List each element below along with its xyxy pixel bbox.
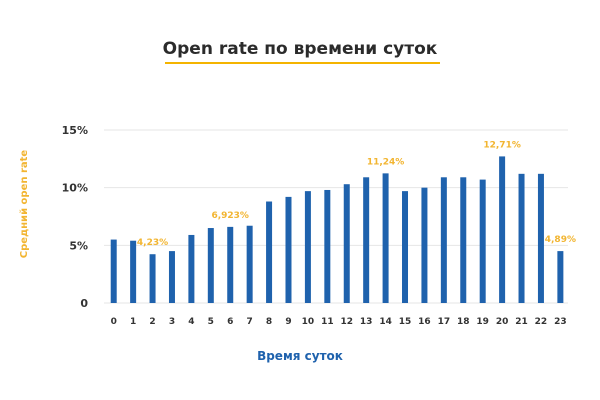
bars — [110, 156, 564, 303]
x-tick-label: 10 — [302, 317, 315, 327]
data-label: 4,23% — [137, 238, 168, 248]
x-tick-label: 15 — [399, 317, 412, 327]
bar — [227, 226, 234, 303]
bar — [402, 191, 409, 303]
x-tick-label: 1 — [130, 317, 136, 327]
x-tick-label: 9 — [285, 317, 291, 327]
x-tick-label: 20 — [496, 317, 509, 327]
bar — [110, 239, 117, 303]
x-tick-label: 21 — [515, 317, 528, 327]
bar — [557, 251, 564, 303]
data-label: 11,24% — [367, 157, 405, 167]
bar — [266, 201, 273, 303]
x-axis-label: Время суток — [257, 349, 343, 363]
bar — [304, 191, 311, 303]
x-tick-label: 7 — [247, 317, 253, 327]
grid-lines — [104, 129, 568, 304]
bar — [382, 173, 389, 303]
data-label: 6,923% — [211, 211, 249, 221]
y-axis-label: Средний open rate — [19, 150, 30, 259]
bar — [440, 177, 447, 303]
bar — [207, 228, 214, 303]
x-tick-label: 0 — [111, 317, 117, 327]
y-tick-labels: 0 5% 10% 15% — [62, 124, 89, 310]
bar — [460, 177, 467, 303]
bar — [324, 189, 331, 303]
x-tick-label: 8 — [266, 317, 272, 327]
x-tick-label: 16 — [418, 317, 431, 327]
bar — [479, 179, 486, 303]
bar — [343, 184, 350, 303]
chart-title: Open rate по времени суток — [163, 39, 438, 59]
bar — [499, 156, 506, 303]
bar — [537, 173, 544, 303]
x-tick-label: 11 — [321, 317, 334, 327]
x-tick-label: 22 — [535, 317, 548, 327]
bar — [421, 187, 428, 303]
bar — [130, 240, 137, 303]
x-tick-label: 12 — [340, 317, 353, 327]
x-tick-label: 3 — [169, 317, 175, 327]
x-tick-label: 5 — [208, 317, 214, 327]
bar — [188, 234, 195, 303]
x-tick-label: 2 — [149, 317, 155, 327]
x-tick-label: 18 — [457, 317, 470, 327]
y-tick-label: 5% — [69, 239, 88, 252]
x-tick-label: 23 — [554, 317, 567, 327]
x-tick-label: 6 — [227, 317, 233, 327]
data-labels: 4,23% 6,923% 11,24% 12,71% 4,89% — [137, 140, 576, 248]
x-tick-labels: 0 1 2 3 4 5 6 7 8 9 10 11 12 13 14 15 16 17 18 19 20 21 22 23 — [111, 317, 567, 327]
y-tick-label: 10% — [62, 182, 88, 195]
data-label: 12,71% — [483, 140, 521, 150]
x-tick-label: 13 — [360, 317, 373, 327]
bar — [168, 251, 175, 303]
y-tick-label: 0 — [80, 297, 88, 310]
y-tick-label: 15% — [62, 124, 88, 137]
bar — [285, 196, 292, 303]
bar — [246, 225, 253, 303]
x-tick-label: 19 — [476, 317, 489, 327]
bar — [363, 177, 370, 303]
data-label: 4,89% — [545, 235, 576, 245]
bar — [149, 254, 156, 303]
bar — [518, 173, 525, 303]
x-tick-label: 4 — [188, 317, 194, 327]
x-tick-label: 14 — [379, 317, 392, 327]
x-tick-label: 17 — [438, 317, 451, 327]
